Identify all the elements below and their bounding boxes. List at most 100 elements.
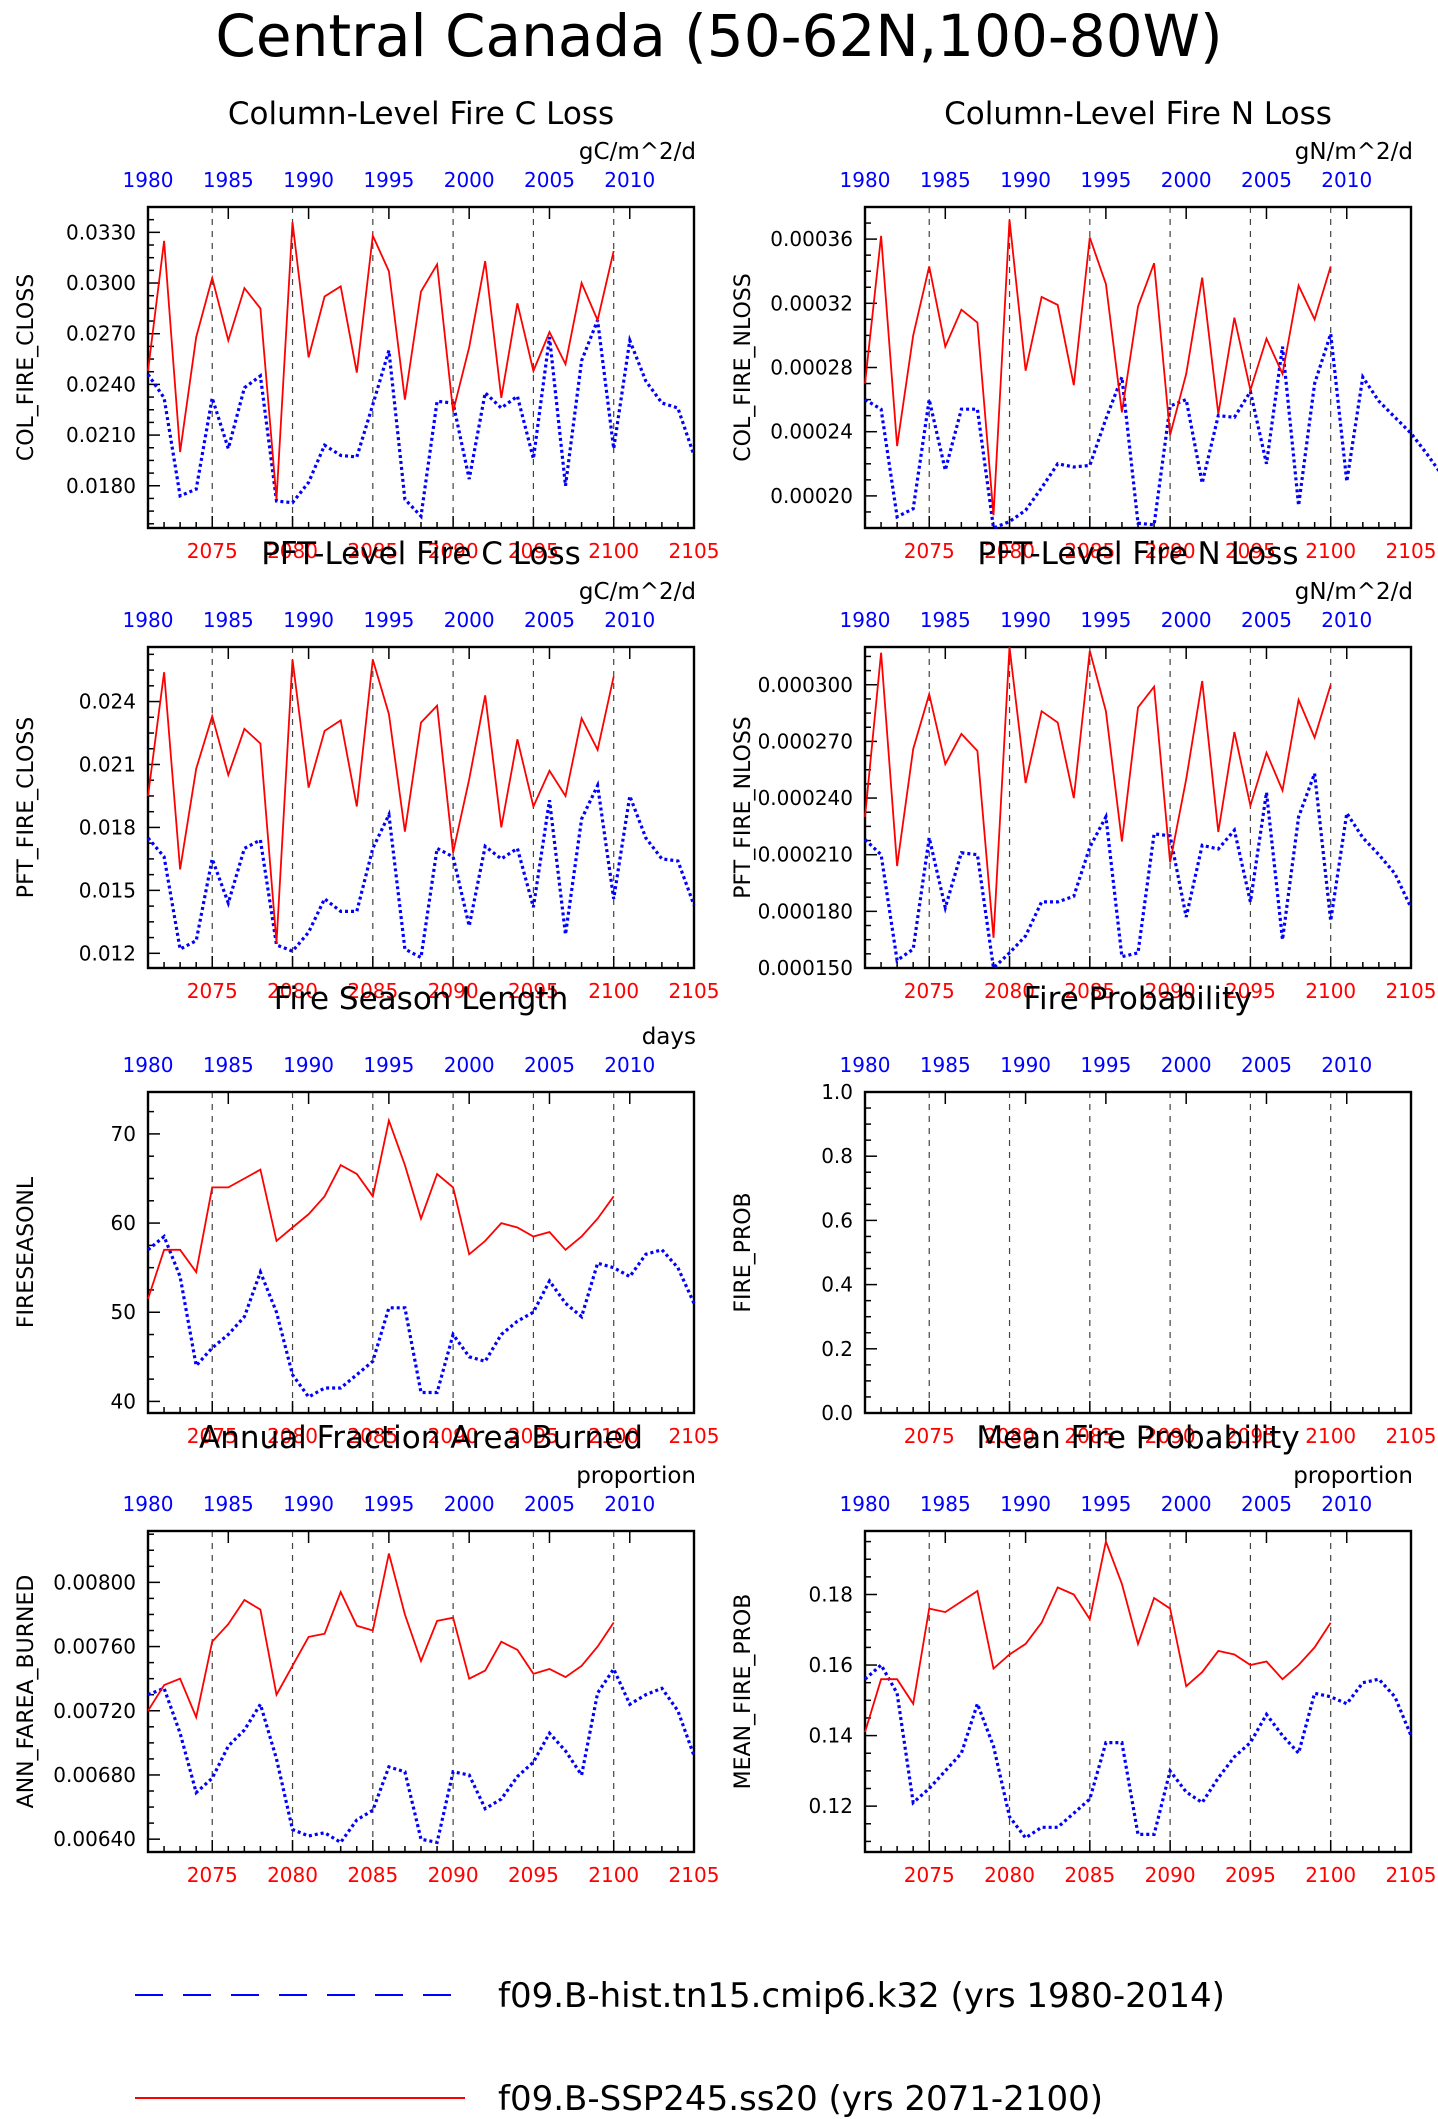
- series-hist-line: [146, 319, 696, 520]
- top-tick-label: 2000: [1161, 168, 1212, 192]
- y-tick-label: 0.00020: [770, 484, 853, 508]
- series-hist-line: [863, 1662, 1413, 1841]
- bottom-tick-label: 2090: [428, 1863, 479, 1887]
- top-tick-label: 2010: [1321, 1053, 1372, 1077]
- bottom-tick-label: 2105: [669, 1863, 720, 1887]
- units-label: gC/m^2/d: [579, 139, 696, 165]
- bottom-tick-label: 2105: [1386, 539, 1437, 563]
- top-tick-label: 2010: [604, 608, 655, 632]
- bottom-tick-label: 2075: [187, 1863, 238, 1887]
- top-tick-label: 1985: [920, 1492, 971, 1516]
- bottom-tick-label: 2095: [1225, 1863, 1276, 1887]
- y-tick-label: 0.0300: [66, 271, 136, 295]
- bottom-tick-label: 2080: [267, 539, 318, 563]
- top-tick-label: 2000: [444, 168, 495, 192]
- y-tick-label: 0.00024: [770, 420, 853, 444]
- top-tick-label: 1995: [363, 1492, 414, 1516]
- bottom-tick-label: 2095: [508, 979, 559, 1003]
- bottom-tick-label: 2090: [428, 1424, 479, 1448]
- main-title: Central Canada (50-62N,100-80W): [215, 2, 1222, 70]
- bottom-tick-label: 2080: [984, 979, 1035, 1003]
- top-tick-label: 2005: [524, 1053, 575, 1077]
- bottom-tick-label: 2095: [1225, 979, 1276, 1003]
- top-tick-label: 1990: [1000, 608, 1051, 632]
- y-tick-label: 0.16: [808, 1653, 853, 1677]
- y-axis-label: FIRESEASONL: [14, 1176, 39, 1328]
- series-hist-line: [864, 333, 1438, 531]
- y-tick-label: 0.0270: [66, 322, 136, 346]
- panel-title: PFT-Level Fire N Loss: [977, 536, 1298, 572]
- top-tick-label: 1990: [1000, 168, 1051, 192]
- top-tick-label: 1990: [283, 168, 334, 192]
- units-label: proportion: [576, 1463, 696, 1489]
- y-axis-label: FIRE_PROB: [731, 1192, 756, 1312]
- bottom-tick-label: 2100: [1305, 1863, 1356, 1887]
- panel-5: Fire Season Length days FIRESEASONL 2075 208…: [14, 981, 719, 1448]
- top-tick-label: 2005: [524, 608, 575, 632]
- series-ssp-line: [147, 1117, 615, 1300]
- y-tick-label: 0.4: [821, 1273, 853, 1297]
- bottom-tick-label: 2085: [1064, 979, 1115, 1003]
- top-tick-label: 1980: [840, 608, 891, 632]
- top-tick-label: 1985: [203, 168, 254, 192]
- y-tick-label: 0.00036: [770, 227, 853, 251]
- bottom-tick-label: 2100: [588, 1863, 639, 1887]
- bottom-tick-label: 2100: [1305, 1424, 1356, 1448]
- top-tick-label: 2005: [1241, 1053, 1292, 1077]
- panel-title: Mean Fire Probability: [976, 1420, 1299, 1456]
- y-tick-label: 0.021: [79, 752, 136, 776]
- plot-frame: [146, 1090, 696, 1415]
- bottom-tick-label: 2085: [1064, 1863, 1115, 1887]
- top-tick-label: 2005: [1241, 608, 1292, 632]
- top-tick-label: 1995: [363, 168, 414, 192]
- panel-7: Annual Fraction Area Burned proportion ANN…: [14, 1420, 719, 1887]
- top-tick-label: 1985: [203, 1492, 254, 1516]
- bottom-tick-label: 2075: [187, 1424, 238, 1448]
- panel-title: Fire Probability: [1023, 981, 1252, 1017]
- y-tick-label: 50: [111, 1300, 136, 1324]
- legend-label: f09.B-SSP245.ss20 (yrs 2071-2100): [498, 2079, 1103, 2119]
- bottom-tick-label: 2085: [347, 979, 398, 1003]
- bottom-tick-label: 2085: [347, 1863, 398, 1887]
- bottom-tick-label: 2105: [1386, 1424, 1437, 1448]
- top-tick-label: 1980: [123, 608, 174, 632]
- bottom-tick-label: 2105: [669, 979, 720, 1003]
- bottom-tick-label: 2075: [187, 539, 238, 563]
- bottom-tick-label: 2080: [267, 1863, 318, 1887]
- y-tick-label: 0.12: [808, 1794, 853, 1818]
- bottom-tick-label: 2080: [267, 1424, 318, 1448]
- bottom-tick-label: 2080: [984, 1424, 1035, 1448]
- y-tick-label: 0.00028: [770, 356, 853, 380]
- units-label: gN/m^2/d: [1295, 139, 1413, 165]
- bottom-tick-label: 2085: [347, 539, 398, 563]
- top-tick-label: 1980: [840, 168, 891, 192]
- y-tick-label: 0.0210: [66, 423, 136, 447]
- series-ssp-line: [147, 222, 615, 500]
- top-tick-label: 1985: [920, 608, 971, 632]
- panel-8: Mean Fire Probability proportion MEAN_FIRE…: [731, 1420, 1436, 1887]
- top-tick-label: 1985: [920, 168, 971, 192]
- top-tick-label: 1980: [840, 1053, 891, 1077]
- y-tick-label: 40: [111, 1389, 136, 1413]
- top-tick-label: 1995: [363, 608, 414, 632]
- panel-4: PFT-Level Fire N Loss gN/m^2/d PFT_FIRE_NL…: [731, 536, 1436, 1003]
- bottom-tick-label: 2075: [904, 979, 955, 1003]
- bottom-tick-label: 2090: [1145, 1863, 1196, 1887]
- top-tick-label: 2000: [1161, 1492, 1212, 1516]
- bottom-tick-label: 2090: [1145, 1424, 1196, 1448]
- top-tick-label: 1995: [1080, 168, 1131, 192]
- series-ssp-line: [147, 659, 615, 943]
- bottom-tick-label: 2100: [588, 979, 639, 1003]
- panel-1: Column-Level Fire C Loss gC/m^2/d COL_FIRE…: [14, 96, 719, 563]
- bottom-tick-label: 2095: [508, 1863, 559, 1887]
- bottom-tick-label: 2090: [1145, 539, 1196, 563]
- top-tick-label: 2010: [604, 1492, 655, 1516]
- bottom-tick-label: 2085: [1064, 539, 1115, 563]
- y-axis-label: PFT_FIRE_CLOSS: [14, 717, 39, 898]
- bottom-tick-label: 2095: [1225, 1424, 1276, 1448]
- bottom-tick-label: 2095: [508, 539, 559, 563]
- panel-3: PFT-Level Fire C Loss gC/m^2/d PFT_FIRE_CL…: [14, 536, 719, 1003]
- top-tick-label: 1980: [840, 1492, 891, 1516]
- top-tick-label: 1995: [1080, 608, 1131, 632]
